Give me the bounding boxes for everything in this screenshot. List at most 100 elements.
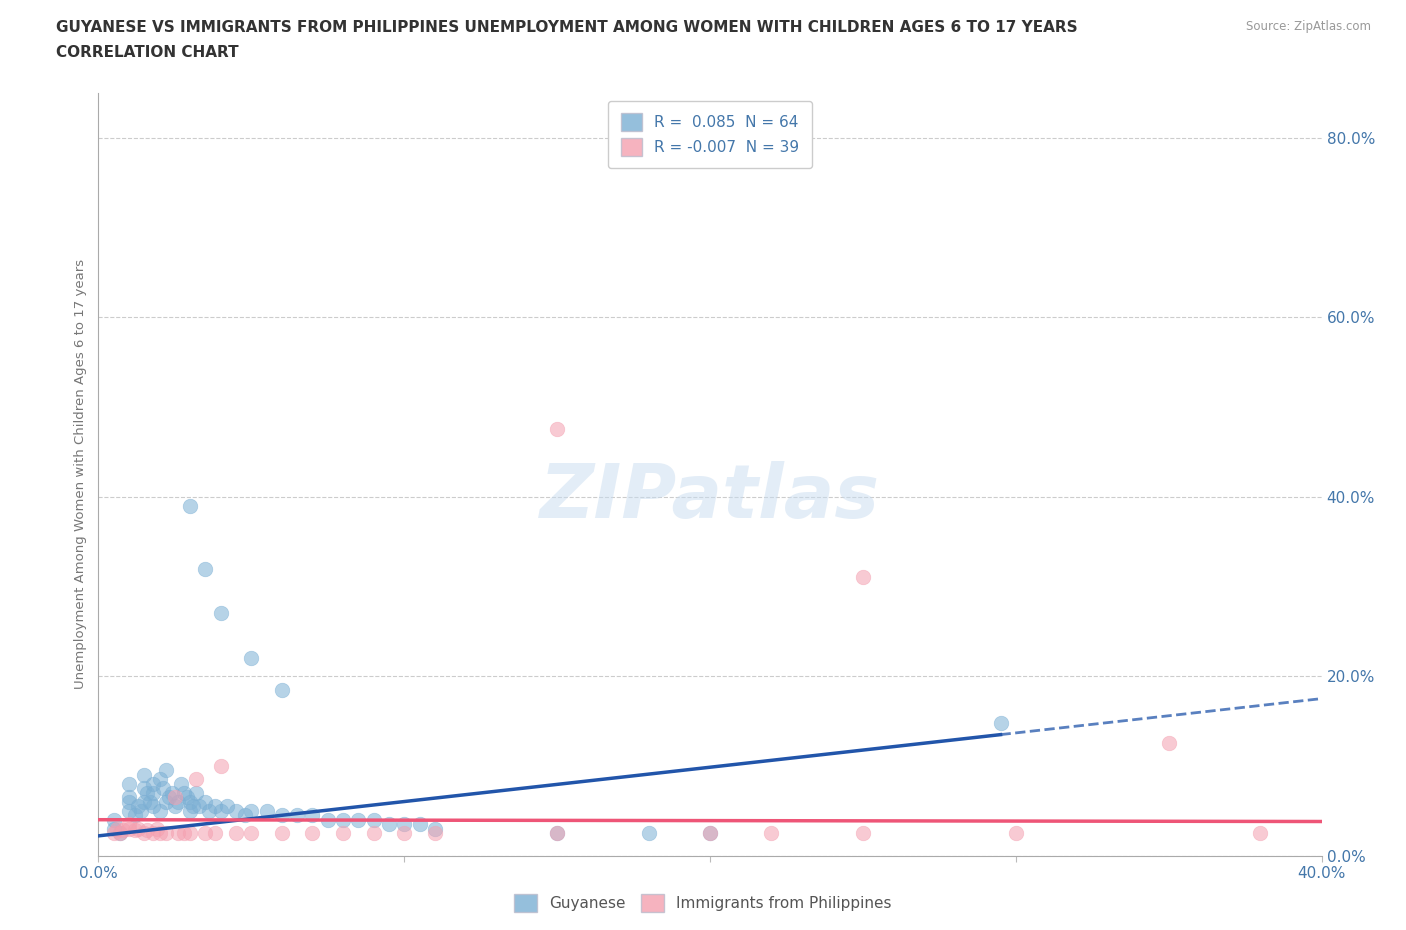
Point: [1004, 826, 1026, 841]
Point: [637, 826, 661, 841]
Text: ZIPatlas: ZIPatlas: [540, 460, 880, 534]
Point: [256, 804, 278, 818]
Point: [155, 763, 177, 777]
Point: [699, 826, 721, 841]
Point: [108, 826, 131, 841]
Point: [149, 826, 172, 841]
Point: [852, 570, 875, 585]
Point: [240, 804, 263, 818]
Point: [118, 804, 141, 818]
Point: [270, 826, 292, 841]
Point: [103, 821, 125, 836]
Point: [142, 826, 165, 841]
Point: [176, 790, 198, 804]
Point: [163, 799, 186, 814]
Point: [179, 826, 201, 841]
Point: [160, 785, 183, 800]
Point: [105, 821, 128, 836]
Point: [990, 715, 1012, 730]
Point: [347, 812, 370, 827]
Point: [124, 823, 146, 838]
Point: [378, 817, 401, 831]
Point: [173, 785, 195, 800]
Point: [118, 794, 141, 809]
Legend: Guyanese, Immigrants from Philippines: Guyanese, Immigrants from Philippines: [508, 888, 898, 918]
Point: [142, 777, 165, 791]
Point: [103, 812, 125, 827]
Point: [423, 826, 446, 841]
Point: [167, 826, 190, 841]
Point: [173, 826, 195, 841]
Point: [363, 826, 385, 841]
Point: [127, 799, 149, 814]
Point: [124, 808, 146, 823]
Point: [127, 821, 149, 836]
Point: [270, 808, 292, 823]
Point: [149, 804, 172, 818]
Point: [142, 785, 165, 800]
Point: [225, 826, 247, 841]
Legend: R =  0.085  N = 64, R = -0.007  N = 39: R = 0.085 N = 64, R = -0.007 N = 39: [609, 100, 811, 168]
Point: [134, 781, 156, 796]
Point: [163, 790, 186, 804]
Point: [209, 804, 232, 818]
Point: [118, 817, 141, 831]
Point: [134, 826, 156, 841]
Point: [142, 799, 165, 814]
Point: [301, 826, 323, 841]
Point: [149, 772, 172, 787]
Point: [215, 799, 238, 814]
Point: [392, 826, 416, 841]
Point: [699, 826, 721, 841]
Point: [194, 794, 217, 809]
Point: [332, 812, 354, 827]
Point: [1249, 826, 1271, 841]
Point: [240, 826, 263, 841]
Point: [111, 823, 134, 838]
Point: [145, 821, 167, 836]
Point: [179, 804, 201, 818]
Point: [423, 821, 446, 836]
Point: [186, 772, 208, 787]
Point: [118, 777, 141, 791]
Point: [408, 817, 430, 831]
Point: [134, 794, 156, 809]
Point: [136, 823, 159, 838]
Point: [240, 651, 263, 666]
Point: [118, 821, 141, 836]
Point: [129, 804, 152, 818]
Point: [136, 785, 159, 800]
Point: [316, 812, 339, 827]
Point: [157, 790, 180, 804]
Point: [155, 826, 177, 841]
Point: [332, 826, 354, 841]
Point: [194, 561, 217, 576]
Point: [546, 826, 568, 841]
Point: [759, 826, 782, 841]
Point: [209, 759, 232, 774]
Point: [179, 794, 201, 809]
Text: Source: ZipAtlas.com: Source: ZipAtlas.com: [1246, 20, 1371, 33]
Point: [188, 799, 211, 814]
Point: [301, 808, 323, 823]
Point: [204, 799, 226, 814]
Point: [134, 767, 156, 782]
Point: [209, 606, 232, 621]
Point: [197, 804, 219, 818]
Point: [170, 777, 193, 791]
Point: [118, 790, 141, 804]
Point: [108, 826, 131, 841]
Point: [103, 826, 125, 841]
Text: GUYANESE VS IMMIGRANTS FROM PHILIPPINES UNEMPLOYMENT AMONG WOMEN WITH CHILDREN A: GUYANESE VS IMMIGRANTS FROM PHILIPPINES …: [56, 20, 1078, 35]
Point: [194, 826, 217, 841]
Point: [139, 794, 162, 809]
Point: [1157, 736, 1180, 751]
Point: [225, 804, 247, 818]
Point: [167, 794, 190, 809]
Point: [186, 785, 208, 800]
Point: [852, 826, 875, 841]
Point: [546, 422, 568, 437]
Text: CORRELATION CHART: CORRELATION CHART: [56, 45, 239, 60]
Y-axis label: Unemployment Among Women with Children Ages 6 to 17 years: Unemployment Among Women with Children A…: [75, 259, 87, 689]
Point: [233, 808, 256, 823]
